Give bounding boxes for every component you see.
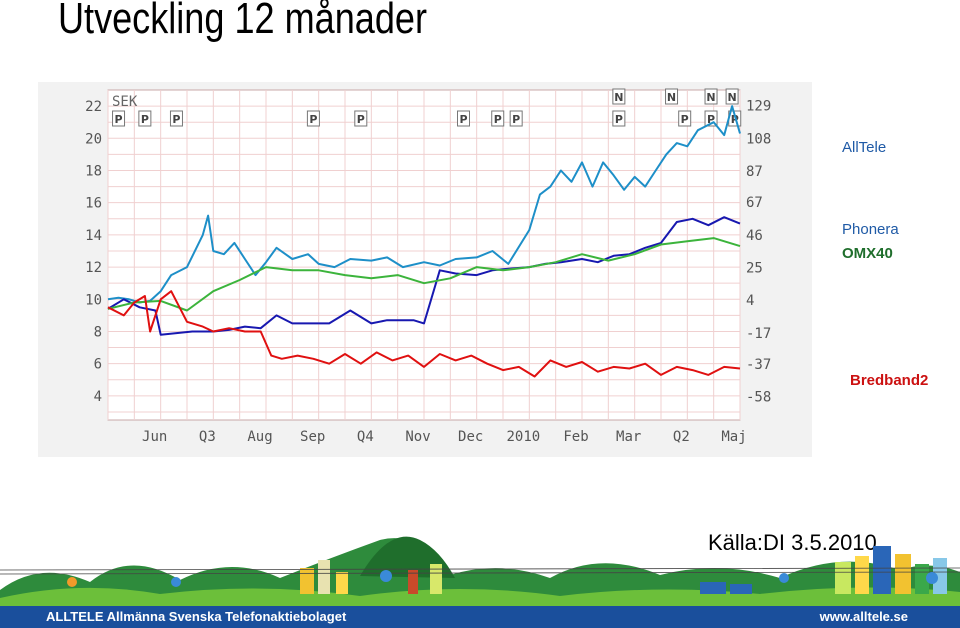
event-marker-p: P	[115, 113, 123, 126]
series-line-phonera	[107, 216, 741, 336]
series-line-bredband2	[107, 290, 741, 378]
y-right-tick-label: -17	[746, 326, 771, 342]
x-tick-label: Q2	[673, 429, 690, 445]
y-left-tick-label: 16	[85, 196, 102, 212]
x-tick-label: 2010	[506, 429, 540, 445]
y-right-tick-label: -58	[746, 390, 771, 406]
series-line-omx40	[107, 237, 741, 312]
x-tick-label: Sep	[300, 429, 325, 445]
event-marker-p: P	[615, 113, 623, 126]
y-right-tick-label: 46	[746, 228, 763, 244]
series-line-alltele	[107, 105, 741, 304]
event-marker-n-box	[612, 88, 626, 105]
event-marker-p-box	[138, 110, 152, 127]
y-left-tick-label: 18	[85, 163, 102, 179]
y-right-tick-label: 25	[746, 260, 763, 276]
event-marker-p-box	[112, 110, 126, 127]
x-tick-label: Jun	[142, 429, 167, 445]
x-tick-label: Maj	[721, 429, 746, 445]
footer-illustration	[0, 536, 960, 608]
event-marker-n: N	[667, 91, 676, 104]
y-left-tick-label: 14	[85, 228, 102, 244]
y-left-tick-label: 12	[85, 260, 102, 276]
y-right-tick-label: 4	[746, 293, 754, 309]
event-marker-p: P	[681, 113, 689, 126]
event-marker-p: P	[731, 113, 739, 126]
y-right-tick-label: 67	[746, 195, 763, 211]
event-marker-n-box	[704, 88, 718, 105]
event-marker-p-box	[491, 110, 505, 127]
legend-phonera: Phonera	[842, 221, 899, 238]
event-marker-p: P	[512, 113, 520, 126]
footer-bar	[0, 606, 960, 628]
event-marker-p-box	[354, 110, 368, 127]
footer-company-name: ALLTELE Allmänna Svenska Telefonaktiebol…	[46, 609, 347, 624]
y-right-tick-label: 129	[746, 99, 771, 115]
y-right-tick-label: -37	[746, 357, 771, 373]
event-marker-p: P	[707, 113, 715, 126]
stock-chart: 22201816141210864129108876746254-17-37-5…	[85, 88, 771, 445]
slide-title: Utveckling 12 månader	[58, 0, 428, 43]
y-left-tick-label: 8	[94, 324, 102, 340]
event-marker-p: P	[357, 113, 365, 126]
event-marker-p-box	[457, 110, 470, 127]
event-marker-n: N	[614, 91, 623, 104]
legend-omx40: OMX40	[842, 245, 893, 262]
event-marker-n-box	[725, 88, 739, 105]
event-marker-n: N	[727, 91, 736, 104]
y-left-tick-label: 10	[85, 292, 102, 308]
x-tick-label: Dec	[458, 429, 483, 445]
y-left-tick-label: 20	[85, 131, 102, 147]
x-tick-label: Feb	[563, 429, 588, 445]
y-left-tick-label: 22	[85, 99, 102, 115]
event-marker-p: P	[172, 113, 180, 126]
y-right-tick-label: 108	[746, 131, 771, 147]
y-right-tick-label: 87	[746, 164, 763, 180]
event-marker-p: P	[459, 113, 467, 126]
footer-website-link[interactable]: www.alltele.se	[819, 609, 908, 624]
event-marker-p-box	[306, 110, 320, 127]
legend-alltele: AllTele	[842, 139, 887, 156]
x-tick-label: Nov	[405, 429, 430, 445]
currency-label: SEK	[112, 94, 138, 110]
event-marker-p-box	[169, 110, 183, 127]
event-marker-n-box	[665, 88, 679, 105]
y-left-tick-label: 6	[94, 357, 102, 373]
legend-bredband2: Bredband2	[850, 372, 929, 389]
event-marker-p-box	[509, 110, 523, 127]
event-marker-p: P	[309, 113, 317, 126]
x-tick-label: Q3	[199, 429, 216, 445]
event-marker-p: P	[494, 113, 502, 126]
event-marker-p: P	[141, 113, 149, 126]
event-marker-p-box	[678, 110, 692, 127]
x-tick-label: Aug	[247, 429, 272, 445]
event-marker-p-box	[612, 110, 626, 127]
x-tick-label: Mar	[616, 429, 641, 445]
source-credit: Källa:DI 3.5.2010	[708, 530, 877, 555]
y-left-tick-label: 4	[94, 389, 102, 405]
x-tick-label: Q4	[357, 429, 374, 445]
event-marker-n: N	[706, 91, 715, 104]
